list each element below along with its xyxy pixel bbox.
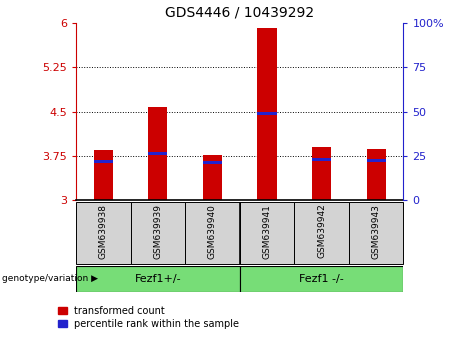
Bar [148,152,167,155]
Bar [203,161,222,164]
Bar [148,107,167,200]
Bar [349,202,403,264]
Bar [294,202,349,264]
Text: GSM639942: GSM639942 [317,204,326,258]
Text: genotype/variation ▶: genotype/variation ▶ [2,274,98,283]
Bar [240,266,403,292]
Text: GSM639941: GSM639941 [262,204,272,258]
Text: Fezf1 -/-: Fezf1 -/- [299,274,344,284]
Legend: transformed count, percentile rank within the sample: transformed count, percentile rank withi… [58,306,239,329]
Bar [312,159,331,161]
Title: GDS4446 / 10439292: GDS4446 / 10439292 [165,5,314,19]
Text: Fezf1+/-: Fezf1+/- [135,274,181,284]
Bar [94,160,113,163]
Bar [130,202,185,264]
Bar [257,113,277,115]
Bar [366,159,386,162]
Bar [94,150,113,200]
Bar [76,266,240,292]
Text: GSM639939: GSM639939 [154,204,162,259]
Text: GSM639938: GSM639938 [99,204,108,259]
Bar [185,202,240,264]
Text: GSM639940: GSM639940 [208,204,217,258]
Bar [366,149,386,200]
Bar [76,202,130,264]
Bar [203,155,222,200]
Bar [257,28,277,200]
Bar [240,202,294,264]
Text: GSM639943: GSM639943 [372,204,381,258]
Bar [312,147,331,200]
